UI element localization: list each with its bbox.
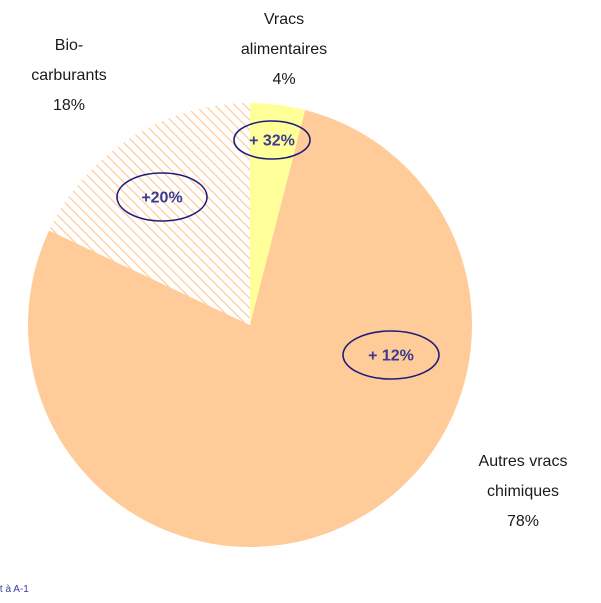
growth-label-autres-vracs-chimiques: + 12% bbox=[368, 348, 414, 365]
slice-label-bio-carburants: Bio-carburants 18% bbox=[31, 37, 107, 114]
slice-label-line: Bio- bbox=[55, 37, 83, 54]
footer-note: ort à A-1 bbox=[0, 584, 29, 595]
slice-label-line: Autres vracs bbox=[479, 453, 568, 470]
slice-label-line: carburants bbox=[31, 67, 107, 84]
slice-label-line: chimiques bbox=[487, 483, 559, 500]
growth-ellipse-vracs-alimentaires bbox=[233, 120, 311, 160]
slice-label-vracs-alimentaires: Vracs alimentaires 4% bbox=[241, 11, 327, 88]
slice-label-line: Vracs bbox=[264, 11, 304, 28]
slice-label-autres-vracs-chimiques: Autres vracs chimiques 78% bbox=[479, 453, 568, 530]
slice-label-line: 78% bbox=[507, 513, 539, 530]
growth-label-bio-carburants: +20% bbox=[141, 190, 182, 207]
pie-slice-bio-carburants bbox=[49, 103, 250, 325]
growth-ellipse-autres-vracs-chimiques bbox=[342, 330, 440, 380]
growth-label-vracs-alimentaires: + 32% bbox=[249, 133, 295, 150]
pie-slice-autres-vracs-chimiques bbox=[28, 109, 473, 547]
slice-label-line: 18% bbox=[53, 97, 85, 114]
growth-ellipse-bio-carburants bbox=[116, 172, 208, 222]
slice-label-line: alimentaires bbox=[241, 41, 327, 58]
slice-label-line: 4% bbox=[272, 71, 295, 88]
